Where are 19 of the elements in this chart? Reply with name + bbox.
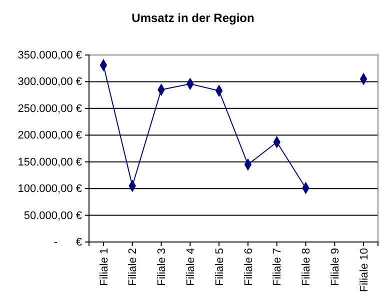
y-tick-label: 350.000,00 € [18, 50, 82, 62]
y-tick-label: 150.000,00 € [18, 156, 82, 168]
y-tick-label: 50.000,00 € [24, 210, 82, 222]
x-tick-label: Filiale 8 [300, 248, 313, 286]
y-tick-label: 250.000,00 € [18, 102, 82, 115]
y-tick-label: 300.000,00 € [18, 76, 82, 88]
chart-title: Umsatz in der Region [132, 11, 254, 25]
x-tick-label: Filiale 6 [242, 248, 255, 286]
x-tick-label: Filiale 1 [98, 248, 110, 286]
x-tick-label: Filiale 4 [185, 248, 197, 286]
x-tick-label: Filiale 10 [358, 248, 370, 292]
y-tick-label: - € [54, 236, 82, 249]
y-tick-label: 200.000,00 € [18, 130, 82, 142]
x-tick-label: Filiale 5 [214, 248, 226, 286]
x-tick-label: Filiale 9 [330, 248, 342, 286]
x-tick-label: Filiale 3 [156, 248, 168, 286]
x-tick-label: Filiale 2 [127, 248, 140, 286]
y-tick-label: 100.000,00 € [18, 183, 82, 196]
x-tick-label: Filiale 7 [272, 248, 284, 286]
